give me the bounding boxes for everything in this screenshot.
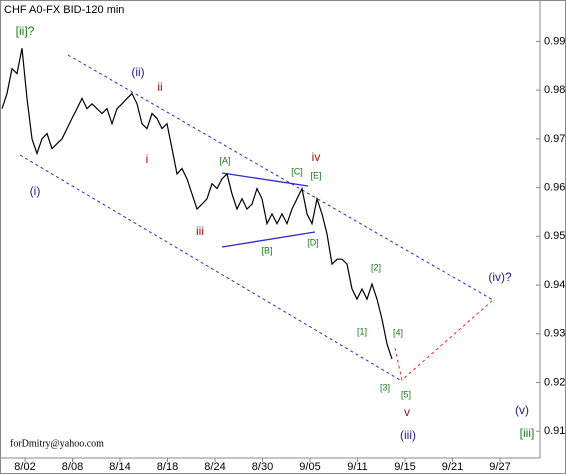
x-tick-label: 9/05	[299, 461, 320, 473]
wave-label: [3]	[380, 382, 390, 392]
chart-title: CHF A0-FX BID-120 min	[4, 4, 124, 16]
y-tick-label: 0.95	[544, 230, 565, 242]
wave-label: (i)	[30, 184, 41, 198]
x-tick-label: 8/08	[62, 461, 83, 473]
y-tick-label: 0.91	[544, 425, 565, 437]
wave-label: (v)	[515, 403, 529, 417]
channel-lower	[19, 154, 401, 381]
y-tick-label: 0.99	[544, 35, 565, 47]
wave-label: (iv)?	[488, 270, 512, 284]
wave-label: [iii]	[520, 426, 535, 440]
wave-label: iv	[312, 150, 321, 164]
x-tick-label: 8/18	[157, 461, 178, 473]
wave-label: [1]	[357, 326, 367, 336]
triangle-upper	[221, 172, 309, 187]
wave-label: [5]	[401, 389, 411, 399]
x-tick-label: 9/15	[394, 461, 415, 473]
triangle-lower	[221, 231, 316, 248]
y-tick-label: 0.97	[544, 133, 565, 145]
wave-label: [ii]?	[16, 24, 35, 38]
y-tick-label: 0.93	[544, 328, 565, 340]
wave-label: [2]	[371, 262, 381, 272]
footer: forDmitry@yahoo.com	[10, 438, 104, 449]
y-tick-label: 0.96	[544, 181, 565, 193]
y-tick-label: 0.94	[544, 279, 565, 291]
wave-label: [C]	[291, 166, 303, 176]
channel-upper	[67, 54, 494, 301]
x-tick-label: 8/24	[204, 461, 225, 473]
wave-label: [E]	[310, 170, 321, 180]
x-tick-label: 9/27	[489, 461, 510, 473]
x-tick-label: 8/14	[109, 461, 130, 473]
x-tick-label: 9/21	[442, 461, 463, 473]
wave-label: iii	[196, 224, 204, 238]
x-tick-label: 8/30	[252, 461, 273, 473]
wave-label: [A]	[219, 155, 230, 165]
wave-label: v	[404, 405, 410, 419]
wave-label: ii	[157, 80, 162, 94]
y-tick-label: 0.92	[544, 376, 565, 388]
y-tick-label: 0.98	[544, 84, 565, 96]
wave-label: [4]	[393, 327, 403, 337]
x-tick-label: 8/02	[14, 461, 35, 473]
price-line	[1, 48, 393, 360]
wave-label: [D]	[307, 237, 319, 247]
wave-label: (iii)	[400, 428, 416, 442]
wave-label: [B]	[261, 245, 272, 255]
wave-label: (ii)	[131, 65, 144, 79]
projection	[394, 299, 494, 381]
x-tick-label: 9/11	[347, 461, 368, 473]
wave-label: i	[146, 152, 149, 166]
